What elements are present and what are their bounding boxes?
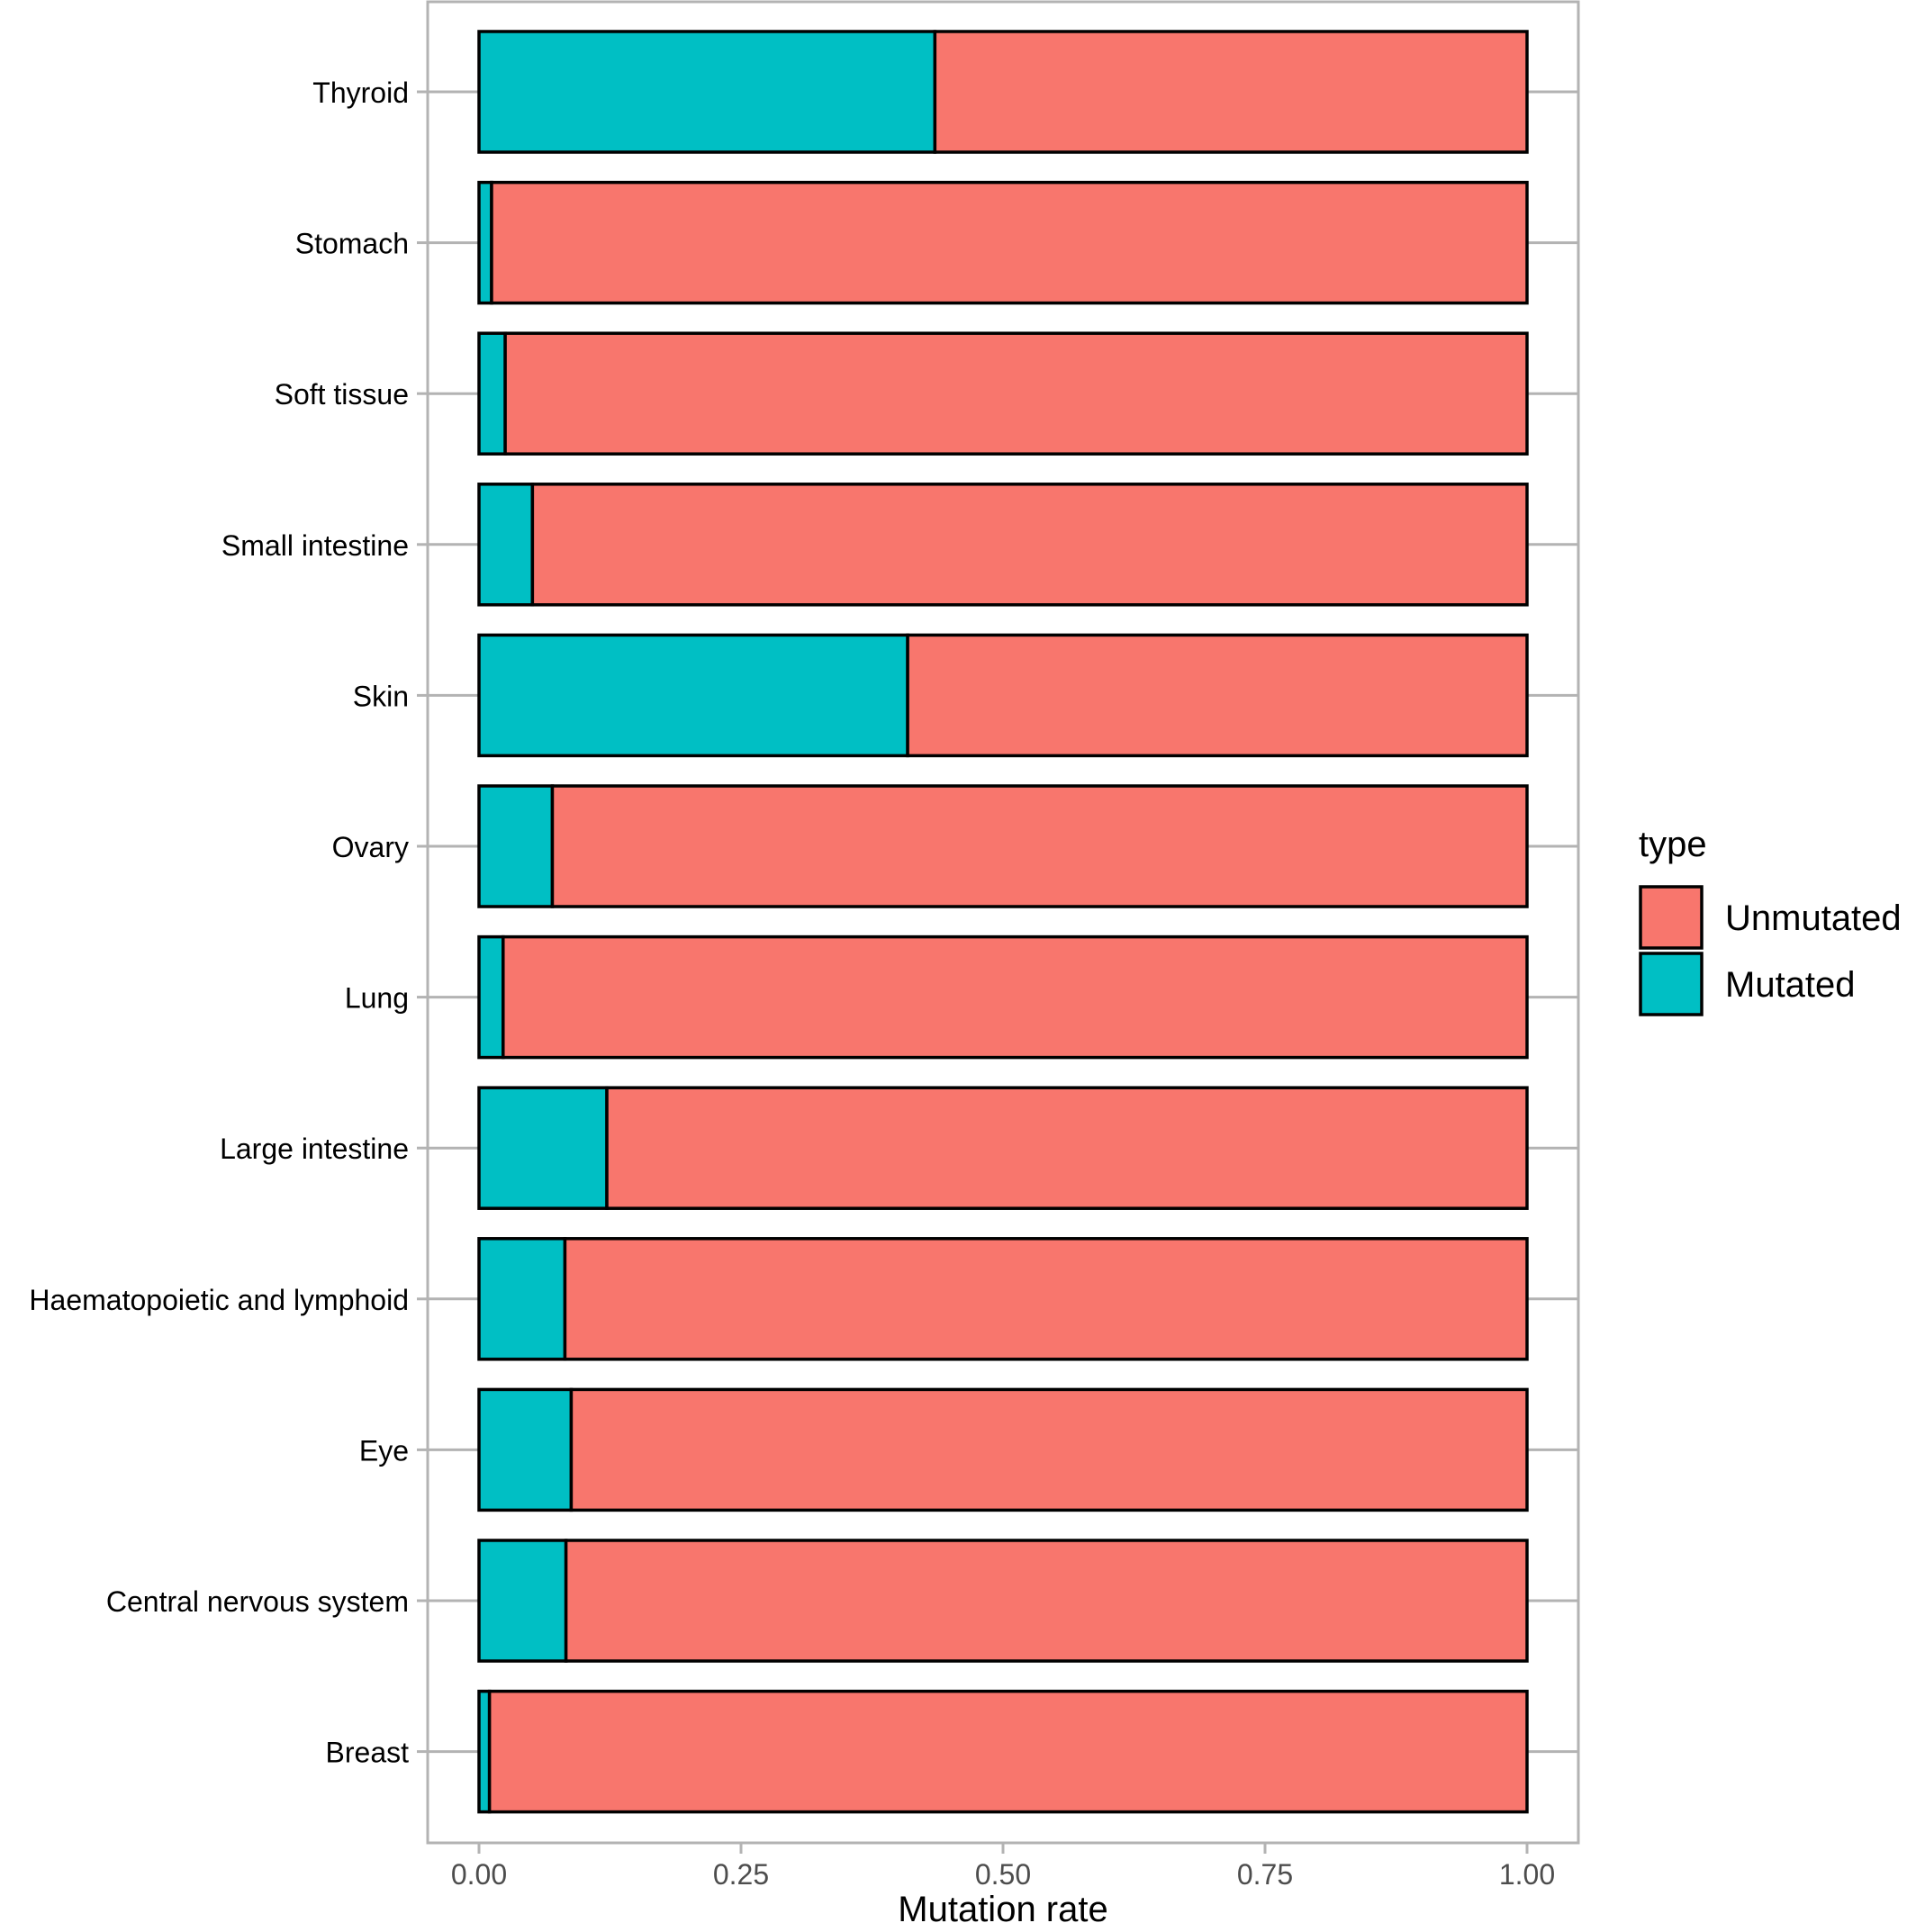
- bar-mutated: [477, 180, 493, 305]
- y-tick-label: Breast: [326, 1737, 410, 1769]
- bar-unmutated: [530, 483, 1529, 607]
- bar-mutated: [477, 934, 505, 1060]
- bar-unmutated: [933, 30, 1529, 154]
- bar-mutated: [477, 1387, 574, 1512]
- legend: type Unmutated Mutated: [1639, 825, 1902, 1016]
- x-tick-label: 0.25: [713, 1858, 769, 1891]
- bar-mutated: [477, 483, 535, 607]
- bars-layer: [477, 30, 1529, 1814]
- y-tick-label: Lung: [345, 982, 409, 1015]
- bar-unmutated: [906, 633, 1529, 758]
- x-tick-label: 0.00: [451, 1858, 507, 1891]
- y-axis: Thyroid Stomach Soft tissue Small intestine…: [29, 77, 428, 1769]
- bar-mutated: [477, 1237, 567, 1361]
- bar-mutated: [477, 1086, 609, 1210]
- y-tick-label: Soft tissue: [275, 378, 409, 411]
- legend-title: type: [1639, 825, 1707, 864]
- bar-unmutated: [564, 1539, 1529, 1663]
- x-tick-label: 0.50: [975, 1858, 1031, 1891]
- y-tick-label: Ovary: [332, 831, 409, 863]
- legend-key-mutated: [1639, 952, 1704, 1016]
- bar-unmutated: [503, 331, 1529, 456]
- y-tick-label: Central nervous system: [106, 1585, 409, 1618]
- y-tick-label: Stomach: [295, 228, 409, 260]
- bar-mutated: [477, 784, 555, 908]
- y-tick-label: Thyroid: [312, 77, 409, 109]
- x-axis: 0.00 0.25 0.50 0.75 1.00: [451, 1843, 1555, 1891]
- y-tick-label: Skin: [353, 680, 409, 712]
- bar-mutated: [477, 30, 937, 154]
- bar-unmutated: [550, 784, 1529, 908]
- bar-unmutated: [569, 1387, 1529, 1512]
- y-tick-label: Haematopoietic and lymphoid: [29, 1284, 409, 1316]
- x-tick-label: 1.00: [1499, 1858, 1555, 1891]
- bar-unmutated: [487, 1689, 1529, 1814]
- y-tick-label: Small intestine: [221, 529, 409, 562]
- x-tick-label: 0.75: [1237, 1858, 1293, 1891]
- bar-unmutated: [605, 1086, 1529, 1210]
- legend-key-unmutated: [1639, 885, 1704, 950]
- legend-label-unmutated: Unmutated: [1725, 898, 1902, 938]
- y-tick-label: Large intestine: [220, 1133, 409, 1165]
- bar-mutated: [477, 331, 507, 456]
- bar-unmutated: [563, 1237, 1529, 1361]
- x-axis-title: Mutation rate: [898, 1890, 1107, 1927]
- legend-label-mutated: Mutated: [1725, 965, 1856, 1005]
- bar-unmutated: [490, 180, 1529, 305]
- bar-mutated: [477, 633, 909, 758]
- bar-unmutated: [502, 934, 1529, 1060]
- bar-mutated: [477, 1539, 568, 1663]
- y-tick-label: Eye: [359, 1434, 409, 1467]
